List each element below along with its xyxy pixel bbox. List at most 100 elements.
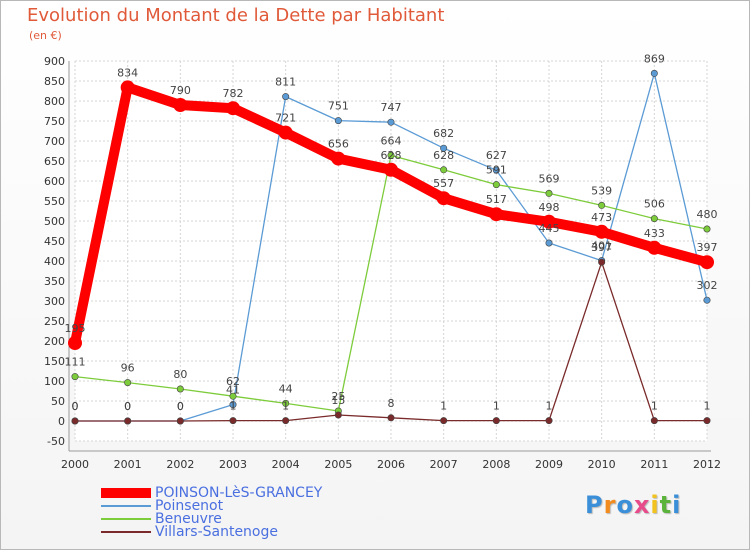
data-point xyxy=(440,166,448,174)
data-point xyxy=(384,162,398,177)
data-point xyxy=(229,392,237,400)
data-label: 0 xyxy=(177,400,184,413)
data-point xyxy=(176,385,184,393)
legend-label: Beneuvre xyxy=(155,511,222,527)
data-label: 397 xyxy=(591,241,612,254)
data-label: 0 xyxy=(177,400,184,413)
data-point xyxy=(229,417,237,425)
y-tick-label: 700 xyxy=(44,135,65,148)
data-point xyxy=(703,296,711,304)
data-point xyxy=(331,151,346,166)
data-label: 790 xyxy=(170,84,191,97)
data-label: 1 xyxy=(440,400,447,413)
data-point xyxy=(387,118,395,126)
legend-label: Villars-Santenoge xyxy=(155,524,278,540)
data-point xyxy=(492,417,500,425)
x-tick-label: 2006 xyxy=(377,458,405,471)
data-label: 682 xyxy=(433,127,454,140)
data-label: 15 xyxy=(331,394,345,407)
data-point xyxy=(282,399,290,407)
x-tick-label: 2002 xyxy=(166,458,194,471)
data-label: 628 xyxy=(433,149,454,162)
data-point xyxy=(387,414,395,422)
data-point xyxy=(598,258,606,266)
x-tick-label: 2007 xyxy=(430,458,458,471)
data-point xyxy=(278,125,293,140)
data-label: 44 xyxy=(279,382,293,395)
data-point xyxy=(436,191,451,206)
data-label: 1 xyxy=(651,400,658,413)
legend-swatch xyxy=(101,518,151,520)
data-label: 96 xyxy=(121,362,135,375)
data-point xyxy=(700,255,714,270)
data-label: 80 xyxy=(173,368,187,381)
data-label: 1 xyxy=(493,400,500,413)
legend-swatch xyxy=(101,531,151,533)
legend-label: POINSON-LèS-GRANCEY xyxy=(155,485,323,501)
data-label: 506 xyxy=(644,198,665,211)
data-label: 664 xyxy=(381,134,402,147)
data-point xyxy=(489,207,504,222)
data-label: 1 xyxy=(704,400,711,413)
data-label: 25 xyxy=(331,390,345,403)
data-label: 834 xyxy=(117,66,138,79)
data-point xyxy=(703,417,711,425)
data-point xyxy=(334,411,342,419)
data-label: 1 xyxy=(546,400,553,413)
data-label: 111 xyxy=(65,356,86,369)
data-point xyxy=(594,224,609,239)
y-tick-label: 800 xyxy=(44,95,65,108)
data-point xyxy=(226,101,240,116)
data-label: 0 xyxy=(72,400,79,413)
y-tick-label: 900 xyxy=(44,55,65,68)
y-tick-label: 600 xyxy=(44,175,65,188)
data-label: 517 xyxy=(486,193,507,206)
data-point xyxy=(440,144,448,152)
y-tick-label: 300 xyxy=(44,295,65,308)
y-tick-label: 450 xyxy=(44,235,65,248)
data-point xyxy=(387,151,395,159)
data-label: 628 xyxy=(381,149,402,162)
data-point xyxy=(650,69,658,77)
data-label: 782 xyxy=(223,87,244,100)
y-tick-label: 550 xyxy=(44,195,65,208)
data-point xyxy=(647,240,662,255)
data-label: 747 xyxy=(381,101,402,114)
data-point xyxy=(120,80,135,95)
data-label: 0 xyxy=(124,400,131,413)
data-point xyxy=(71,417,79,425)
data-label: 539 xyxy=(591,184,612,197)
data-label: 0 xyxy=(72,400,79,413)
y-tick-label: 650 xyxy=(44,155,65,168)
x-tick-label: 2011 xyxy=(640,458,668,471)
legend-swatch xyxy=(101,488,151,498)
y-tick-label: 50 xyxy=(51,395,65,408)
y-tick-label: 350 xyxy=(44,275,65,288)
data-point xyxy=(650,215,658,223)
x-tick-label: 2008 xyxy=(482,458,510,471)
data-label: 721 xyxy=(275,112,296,125)
data-point xyxy=(68,336,82,350)
y-tick-label: 100 xyxy=(44,375,65,388)
data-point xyxy=(598,201,606,209)
data-label: 869 xyxy=(644,52,665,65)
y-tick-label: 200 xyxy=(44,335,65,348)
data-point xyxy=(71,373,79,381)
y-tick-label: -50 xyxy=(47,435,65,448)
x-tick-label: 2009 xyxy=(535,458,563,471)
data-point xyxy=(229,401,237,409)
data-point xyxy=(650,417,658,425)
y-tick-label: 750 xyxy=(44,115,65,128)
data-point xyxy=(173,98,188,112)
data-point xyxy=(334,117,342,125)
y-tick-label: 250 xyxy=(44,315,65,328)
y-tick-label: 400 xyxy=(44,255,65,268)
data-point xyxy=(703,225,711,233)
data-label: 751 xyxy=(328,100,349,113)
chart-title: Evolution du Montant de la Dette par Hab… xyxy=(27,5,445,26)
data-label: 433 xyxy=(644,227,665,240)
proxiti-logo: Proxiti xyxy=(585,491,682,519)
data-label: 656 xyxy=(328,138,349,151)
data-point xyxy=(282,417,290,425)
